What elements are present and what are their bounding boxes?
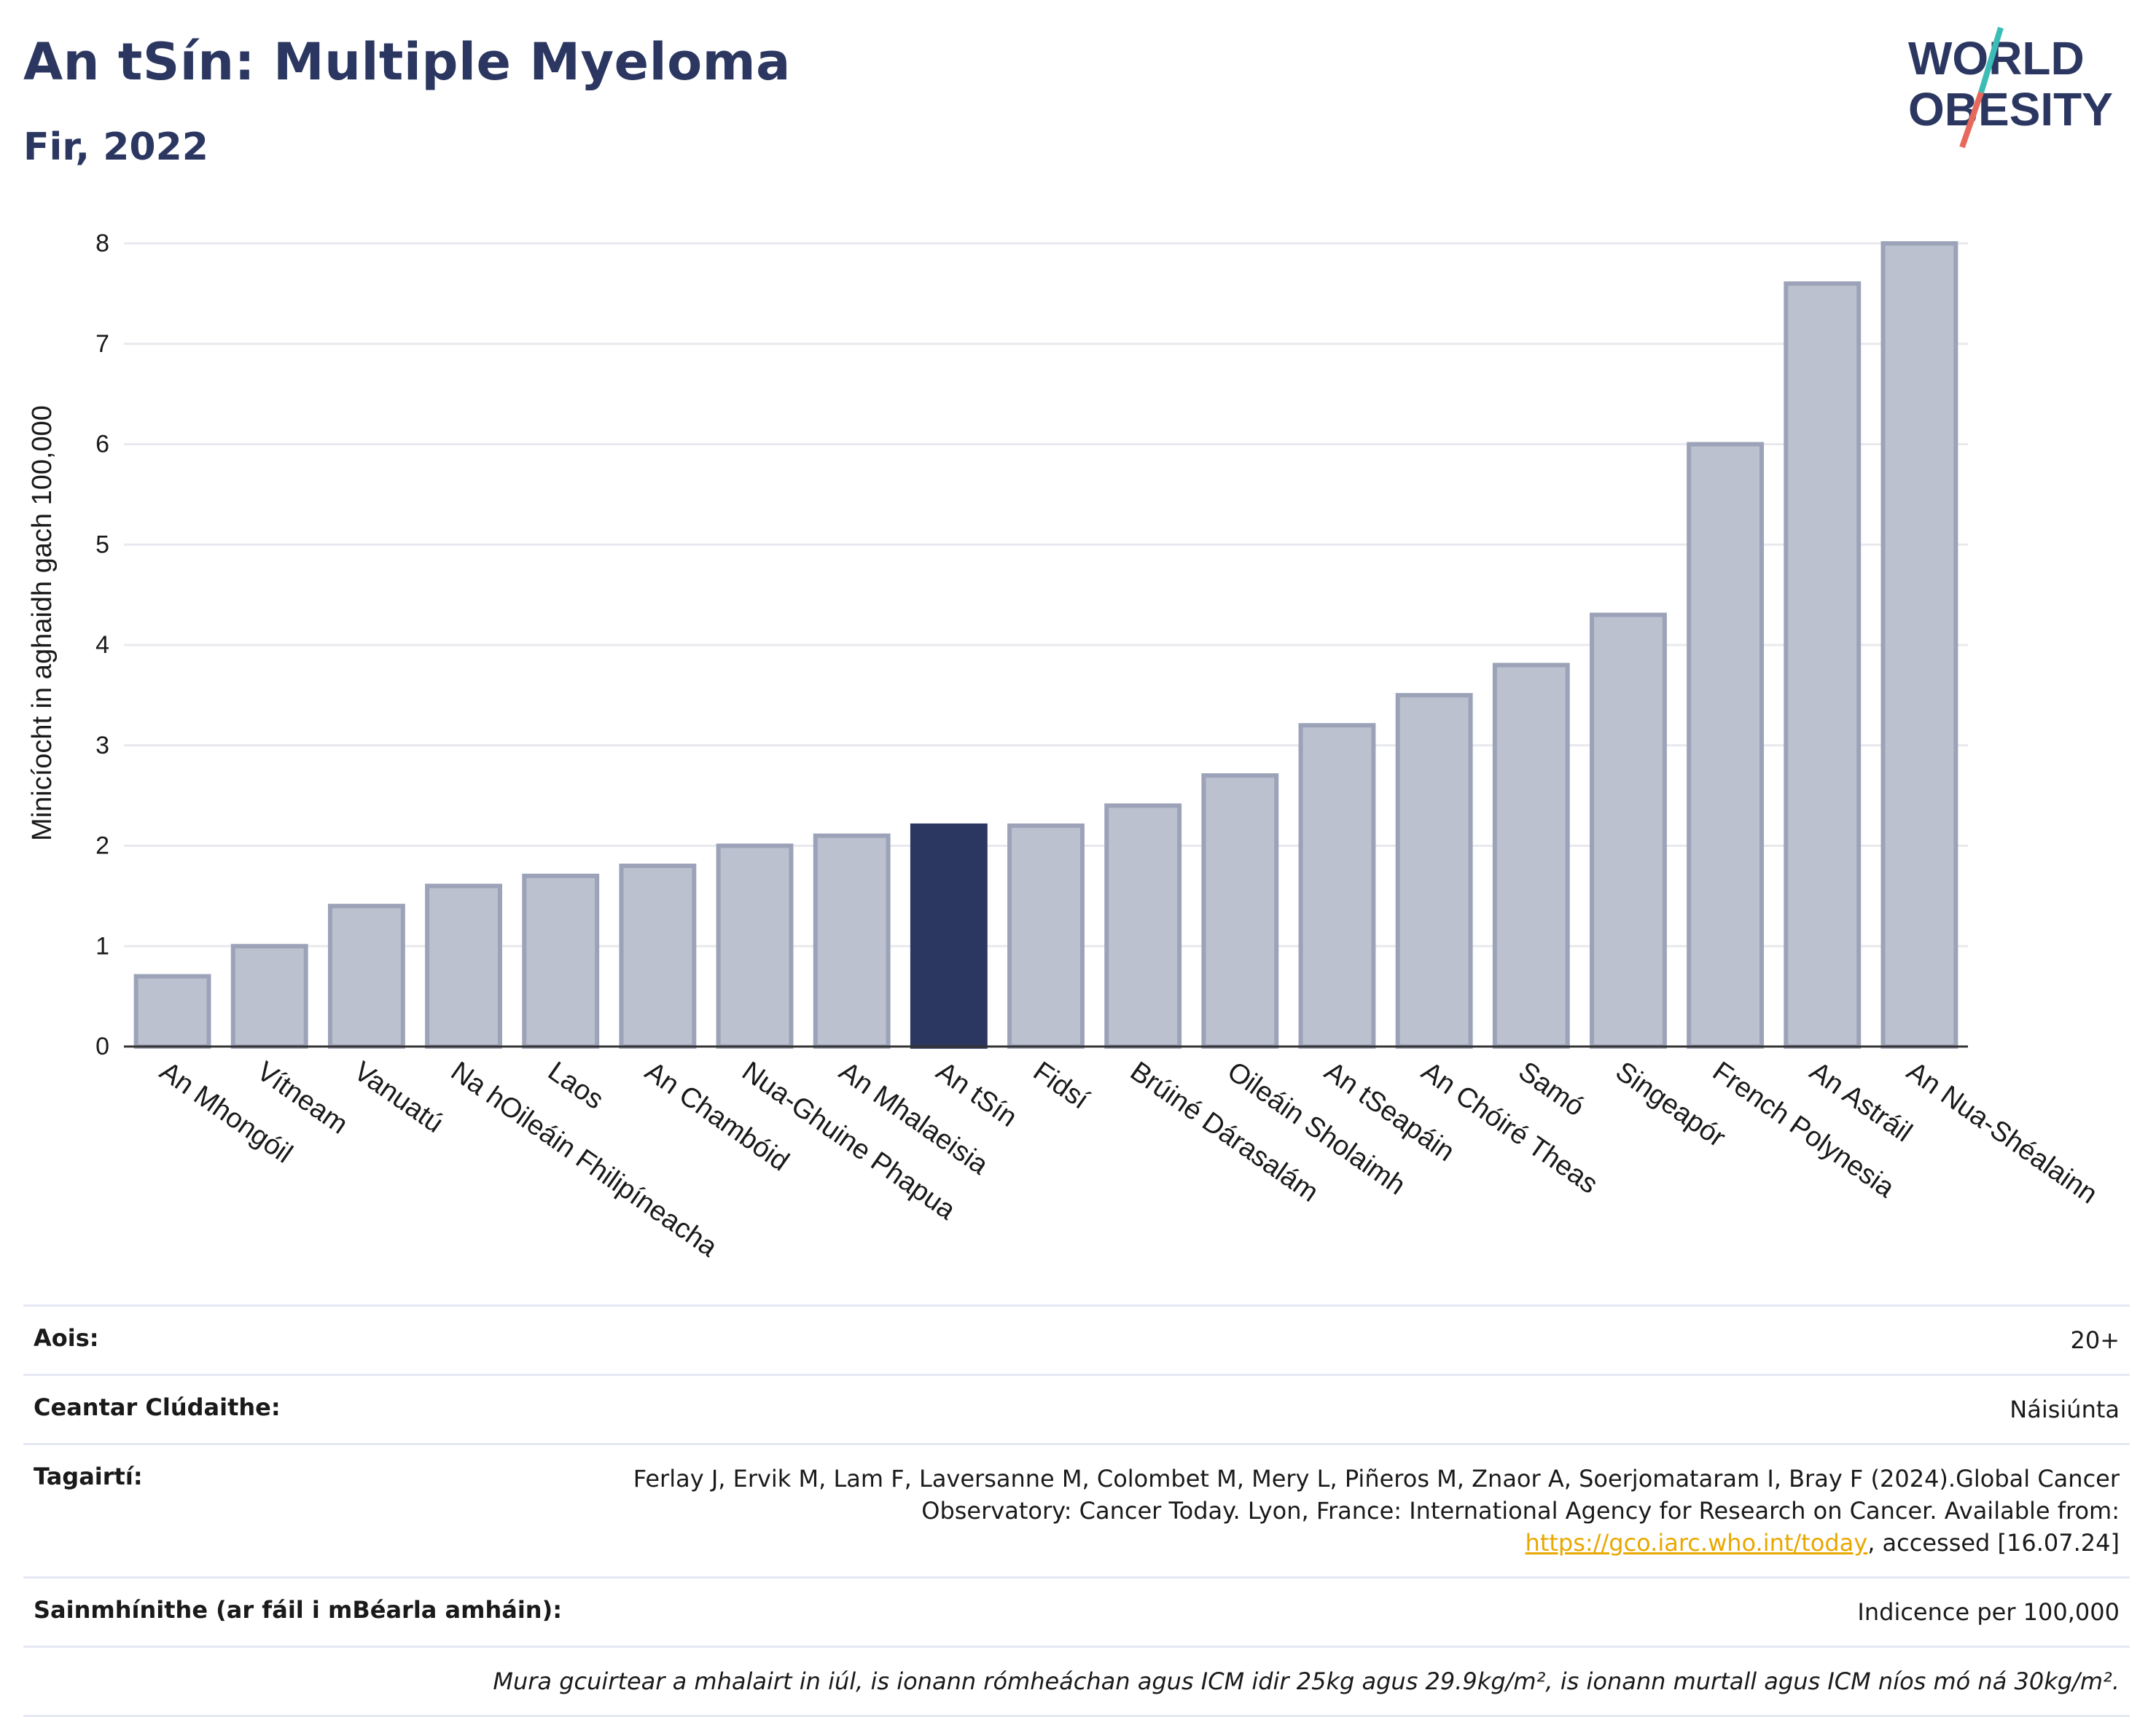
references-text: Ferlay J, Ervik M, Lam F, Laversanne M, …	[633, 1465, 2120, 1525]
y-tick-label: 3	[95, 732, 109, 759]
bar	[1880, 241, 1958, 1049]
bmi-note: Mura gcuirtear a mhalairt in iúl, is ion…	[493, 1667, 2120, 1695]
bar	[1590, 612, 1667, 1049]
bar	[1104, 803, 1182, 1049]
meta-row-definitions: Sainmhínithe (ar fáil i mBéarla amháin):…	[23, 1576, 2130, 1646]
x-tick-label: An Chóiré Theas	[1415, 1056, 1603, 1200]
chart-subtitle: Fir, 2022	[23, 125, 208, 169]
y-axis-label: Minicíocht in aghaidh gach 100,000	[27, 405, 58, 841]
bar	[327, 904, 405, 1049]
meta-row-references: Tagairtí: Ferlay J, Ervik M, Lam F, Lave…	[23, 1443, 2130, 1576]
references-link[interactable]: https://gco.iarc.who.int/today	[1525, 1529, 1868, 1557]
meta-row-note: Mura gcuirtear a mhalairt in iúl, is ion…	[23, 1646, 2130, 1717]
definitions-label: Sainmhínithe (ar fáil i mBéarla amháin):	[34, 1596, 562, 1624]
age-label: Aois:	[34, 1324, 99, 1352]
meta-row-coverage: Ceantar Clúdaithe: Náisiúnta	[23, 1374, 2130, 1443]
x-tick-label: French Polynesia	[1707, 1056, 1900, 1204]
y-tick-label: 0	[95, 1033, 109, 1060]
world-obesity-logo: WORLD OBESITY	[1908, 26, 2113, 149]
coverage-label: Ceantar Clúdaithe:	[34, 1393, 281, 1421]
y-tick-label: 2	[95, 832, 109, 860]
bar	[716, 843, 794, 1049]
references-label: Tagairtí:	[34, 1463, 143, 1490]
references-accessed: , accessed [16.07.24]	[1867, 1529, 2120, 1557]
bar	[1492, 662, 1570, 1049]
bar	[522, 873, 600, 1049]
bar	[1784, 281, 1862, 1049]
bar	[1298, 723, 1376, 1049]
y-tick-label: 6	[95, 431, 109, 458]
bar	[133, 974, 211, 1049]
bar	[910, 823, 988, 1049]
meta-row-age: Aois: 20+	[23, 1305, 2130, 1374]
definitions-value: Indicence per 100,000	[1857, 1598, 2120, 1626]
chart-title: An tSín: Multiple Myeloma	[23, 32, 791, 92]
age-value: 20+	[2070, 1326, 2120, 1354]
x-tick-label: Laos	[542, 1056, 609, 1116]
x-tick-label: An Nua-Shéalainn	[1901, 1056, 2103, 1210]
bar	[230, 944, 308, 1049]
logo-line2: OBESITY	[1908, 83, 2113, 136]
y-tick-label: 1	[95, 932, 109, 960]
y-tick-label: 7	[95, 330, 109, 358]
bar	[1687, 442, 1765, 1049]
logo-slash-red	[1959, 91, 1984, 149]
bar	[1395, 692, 1473, 1049]
x-tick-label: Vanuatú	[348, 1056, 449, 1139]
y-tick-label: 8	[95, 230, 109, 257]
y-tick-label: 4	[95, 631, 109, 659]
metadata-table: Aois: 20+ Ceantar Clúdaithe: Náisiúnta T…	[23, 1305, 2130, 1717]
bar	[619, 864, 697, 1049]
logo-slash-teal	[1978, 26, 2004, 94]
bar	[425, 883, 502, 1049]
bar	[1007, 823, 1085, 1049]
x-tick-label: Fidsí	[1028, 1056, 1095, 1116]
bar	[1201, 773, 1279, 1049]
bar	[813, 833, 891, 1049]
y-tick-label: 5	[95, 531, 109, 558]
x-tick-label: Samó	[1513, 1056, 1590, 1122]
references-value: Ferlay J, Ervik M, Lam F, Laversanne M, …	[625, 1463, 2120, 1559]
bar-chart: 0 1 2 3 4 5 6 7 8 Minicíocht in aghaidh gach 100,…	[27, 230, 2103, 1263]
coverage-value: Náisiúnta	[2009, 1396, 2120, 1423]
x-tick-label: Singeapór	[1610, 1056, 1731, 1154]
